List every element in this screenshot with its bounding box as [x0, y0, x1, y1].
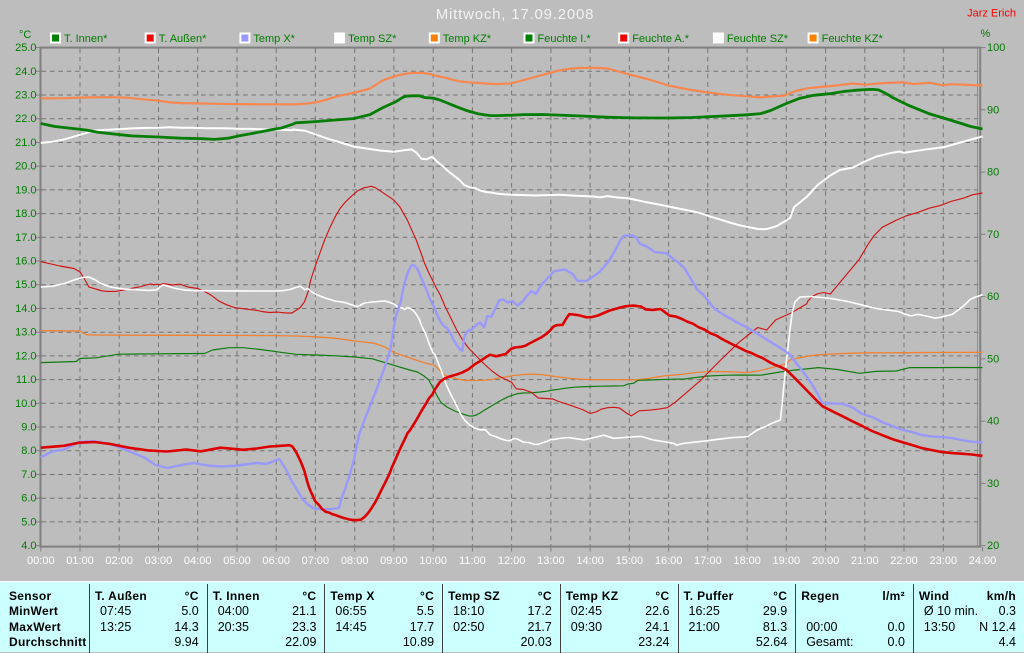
svg-text:14:00: 14:00 [576, 555, 604, 567]
svg-text:17.0: 17.0 [15, 232, 36, 244]
svg-text:%: % [981, 28, 991, 40]
svg-text:13.0: 13.0 [15, 327, 36, 339]
svg-text:20.0: 20.0 [15, 161, 36, 173]
svg-text:06:00: 06:00 [262, 555, 290, 567]
svg-text:17:00: 17:00 [694, 555, 722, 567]
svg-text:6.0: 6.0 [21, 493, 36, 505]
svg-text:14.0: 14.0 [15, 303, 36, 315]
svg-text:18:00: 18:00 [733, 555, 761, 567]
svg-text:Temp X*: Temp X* [253, 33, 295, 45]
svg-text:90: 90 [987, 104, 999, 116]
svg-text:11.0: 11.0 [16, 374, 37, 386]
svg-text:30: 30 [987, 478, 999, 490]
svg-text:8.0: 8.0 [21, 445, 36, 457]
svg-text:25.0: 25.0 [15, 42, 36, 54]
svg-text:11:00: 11:00 [459, 555, 486, 567]
svg-text:09:00: 09:00 [380, 555, 408, 567]
svg-text:22:00: 22:00 [890, 555, 918, 567]
svg-text:Mittwoch, 17.09.2008: Mittwoch, 17.09.2008 [436, 6, 595, 23]
svg-text:24:00: 24:00 [969, 555, 997, 567]
svg-text:5.0: 5.0 [21, 516, 36, 528]
svg-text:7.0: 7.0 [21, 469, 36, 481]
svg-text:18.0: 18.0 [15, 208, 36, 220]
svg-text:13:00: 13:00 [537, 555, 565, 567]
svg-text:Feuchte SZ*: Feuchte SZ* [727, 33, 789, 45]
svg-text:10.0: 10.0 [15, 398, 36, 410]
svg-text:Jarz Erich: Jarz Erich [967, 8, 1016, 20]
svg-text:00:00: 00:00 [27, 555, 55, 567]
svg-text:16.0: 16.0 [15, 256, 36, 268]
svg-text:21.0: 21.0 [15, 137, 36, 149]
svg-text:4.0: 4.0 [21, 540, 36, 552]
svg-text:12:00: 12:00 [498, 555, 526, 567]
svg-text:07:00: 07:00 [302, 555, 330, 567]
svg-text:T. Innen*: T. Innen* [64, 33, 108, 45]
svg-text:Temp SZ*: Temp SZ* [348, 33, 397, 45]
svg-text:Feuchte KZ*: Feuchte KZ* [822, 33, 884, 45]
svg-text:40: 40 [987, 416, 999, 428]
svg-text:70: 70 [987, 229, 999, 241]
svg-text:22.0: 22.0 [15, 113, 36, 125]
svg-text:01:00: 01:00 [66, 555, 94, 567]
svg-text:21:00: 21:00 [851, 555, 879, 567]
svg-text:12.0: 12.0 [15, 350, 36, 362]
svg-text:100: 100 [987, 42, 1005, 54]
svg-text:50: 50 [987, 353, 999, 365]
svg-text:15:00: 15:00 [616, 555, 644, 567]
svg-text:9.0: 9.0 [21, 422, 36, 434]
svg-text:02:00: 02:00 [105, 555, 133, 567]
svg-text:23:00: 23:00 [930, 555, 958, 567]
svg-text:03:00: 03:00 [145, 555, 173, 567]
svg-text:04:00: 04:00 [184, 555, 212, 567]
svg-text:Feuchte I.*: Feuchte I.* [538, 33, 592, 45]
svg-text:80: 80 [987, 167, 999, 179]
svg-text:°C: °C [19, 29, 31, 41]
svg-text:15.0: 15.0 [15, 279, 36, 291]
svg-text:08:00: 08:00 [341, 555, 369, 567]
svg-text:Temp KZ*: Temp KZ* [443, 33, 492, 45]
svg-text:24.0: 24.0 [15, 66, 36, 78]
svg-text:10:00: 10:00 [419, 555, 447, 567]
svg-text:20:00: 20:00 [812, 555, 840, 567]
svg-text:19.0: 19.0 [15, 184, 36, 196]
svg-text:Feuchte A.*: Feuchte A.* [632, 33, 690, 45]
svg-text:16:00: 16:00 [655, 555, 683, 567]
svg-text:23.0: 23.0 [15, 90, 36, 102]
svg-text:60: 60 [987, 291, 999, 303]
svg-text:05:00: 05:00 [223, 555, 251, 567]
svg-text:20: 20 [987, 540, 999, 552]
svg-text:19:00: 19:00 [773, 555, 801, 567]
svg-text:T. Außen*: T. Außen* [159, 33, 207, 45]
